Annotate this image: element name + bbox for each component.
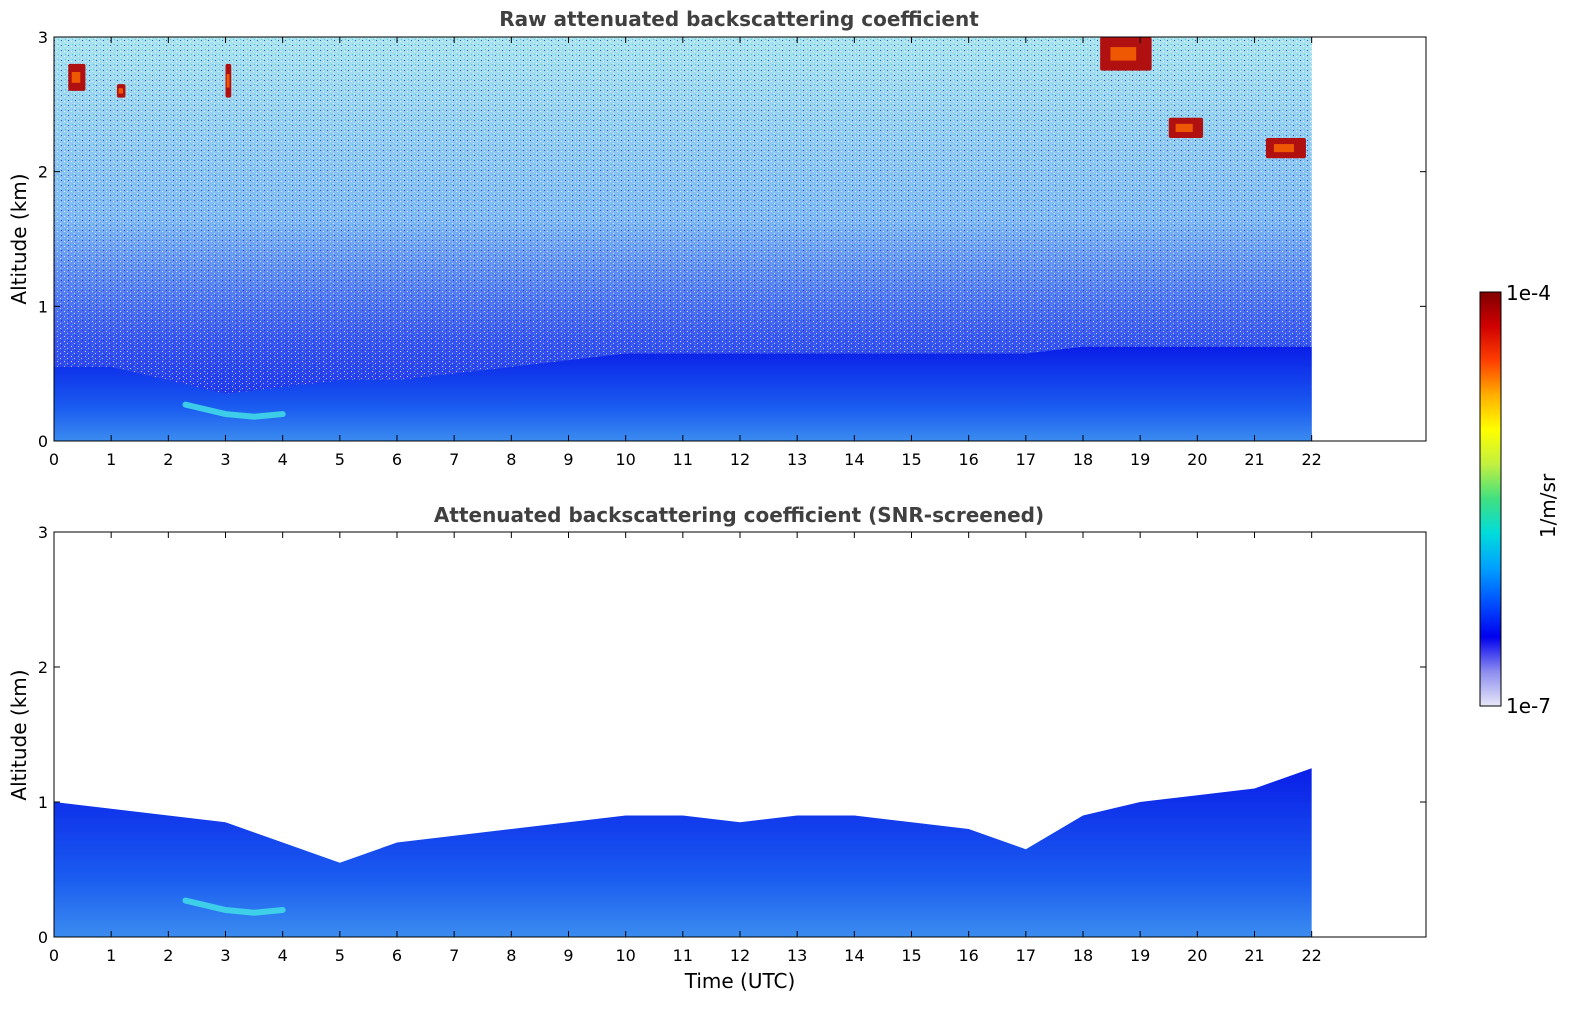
panel-raw: Raw attenuated backscattering coefficien…: [7, 7, 1427, 469]
panel-screened: Attenuated backscattering coefficient (S…: [7, 503, 1427, 993]
cloud-core: [71, 72, 81, 83]
aerosol-layer: [182, 897, 286, 916]
y-tick-label: 1: [38, 793, 48, 812]
heatmap: [54, 37, 1312, 441]
y-axis: 0 1 2 3: [38, 28, 1426, 451]
x-tick-label: 19: [1130, 450, 1150, 469]
x-tick-label: 4: [278, 450, 288, 469]
y-tick-label: 0: [38, 928, 48, 947]
x-tick-label: 13: [787, 450, 807, 469]
x-tick-label: 0: [49, 450, 59, 469]
y-tick-label: 2: [38, 163, 48, 182]
colorbar-unit-label: 1/m/sr: [1536, 473, 1560, 538]
x-tick-label: 20: [1187, 450, 1207, 469]
y-axis-label: Altitude (km): [7, 173, 31, 304]
boundary-layer: [54, 346, 1312, 441]
plot-area: [53, 36, 1427, 442]
x-tick-label: 22: [1301, 946, 1321, 965]
x-tick-label: 14: [844, 946, 864, 965]
colorbar-gradient: [1479, 291, 1502, 707]
cloud-core: [226, 74, 230, 88]
x-tick-label: 14: [844, 450, 864, 469]
x-tick-label: 18: [1073, 450, 1093, 469]
cloud-core: [118, 88, 123, 94]
x-tick-label: 15: [901, 450, 921, 469]
x-tick-label: 2: [163, 946, 173, 965]
chart-title: Raw attenuated backscattering coefficien…: [499, 7, 979, 31]
y-tick-label: 1: [38, 297, 48, 316]
x-tick-label: 13: [787, 946, 807, 965]
x-tick-label: 9: [563, 450, 573, 469]
x-tick-label: 17: [1016, 946, 1036, 965]
cloud-core: [1110, 47, 1137, 61]
cloud-core: [1175, 123, 1193, 132]
heatmap: [54, 768, 1312, 937]
x-tick-label: 9: [563, 946, 573, 965]
x-axis: 0 1 2 3 4 5 6 7 8 9 10 11 12 13 14 15 16 17 18 19 20 21 22: [49, 532, 1322, 965]
cloud-core: [1273, 144, 1294, 153]
x-tick-label: 16: [958, 450, 978, 469]
y-tick-label: 0: [38, 432, 48, 451]
plot-area: [53, 531, 1427, 938]
x-tick-label: 7: [449, 946, 459, 965]
x-tick-label: 0: [49, 946, 59, 965]
x-tick-label: 7: [449, 450, 459, 469]
aerosol-layer: [182, 401, 286, 420]
x-tick-label: 8: [506, 946, 516, 965]
y-axis: 0 1 2 3: [38, 523, 1426, 947]
x-tick-label: 3: [220, 946, 230, 965]
x-tick-label: 10: [615, 946, 635, 965]
x-tick-label: 6: [392, 946, 402, 965]
x-axis: 0 1 2 3 4 5 6 7 8 9 10 11 12 13 14 15 16 17 18 19 20 21 22: [49, 37, 1322, 469]
x-tick-label: 20: [1187, 946, 1207, 965]
colorbar-max-label: 1e-4: [1506, 281, 1551, 305]
x-tick-label: 19: [1130, 946, 1150, 965]
x-tick-label: 17: [1016, 450, 1036, 469]
x-tick-label: 16: [958, 946, 978, 965]
x-tick-label: 1: [106, 450, 116, 469]
x-tick-label: 21: [1244, 946, 1264, 965]
x-tick-label: 11: [673, 946, 693, 965]
x-tick-label: 1: [106, 946, 116, 965]
y-axis-label: Altitude (km): [7, 669, 31, 800]
chart-title: Attenuated backscattering coefficient (S…: [434, 503, 1044, 527]
colorbar-min-label: 1e-7: [1506, 694, 1551, 718]
y-tick-label: 3: [38, 523, 48, 542]
x-axis-label: Time (UTC): [684, 969, 796, 993]
x-tick-label: 18: [1073, 946, 1093, 965]
x-tick-label: 21: [1244, 450, 1264, 469]
x-tick-label: 8: [506, 450, 516, 469]
y-tick-label: 2: [38, 658, 48, 677]
x-tick-label: 12: [730, 450, 750, 469]
x-tick-label: 10: [615, 450, 635, 469]
x-tick-label: 5: [335, 946, 345, 965]
x-tick-label: 3: [220, 450, 230, 469]
y-tick-label: 3: [38, 28, 48, 47]
boundary-layer: [54, 768, 1312, 937]
x-tick-label: 15: [901, 946, 921, 965]
x-tick-label: 12: [730, 946, 750, 965]
x-tick-label: 11: [673, 450, 693, 469]
x-tick-label: 2: [163, 450, 173, 469]
x-tick-label: 22: [1301, 450, 1321, 469]
colorbar: 1e-4 1e-7 1/m/sr: [1479, 281, 1560, 718]
x-tick-label: 4: [278, 946, 288, 965]
x-tick-label: 6: [392, 450, 402, 469]
x-tick-label: 5: [335, 450, 345, 469]
